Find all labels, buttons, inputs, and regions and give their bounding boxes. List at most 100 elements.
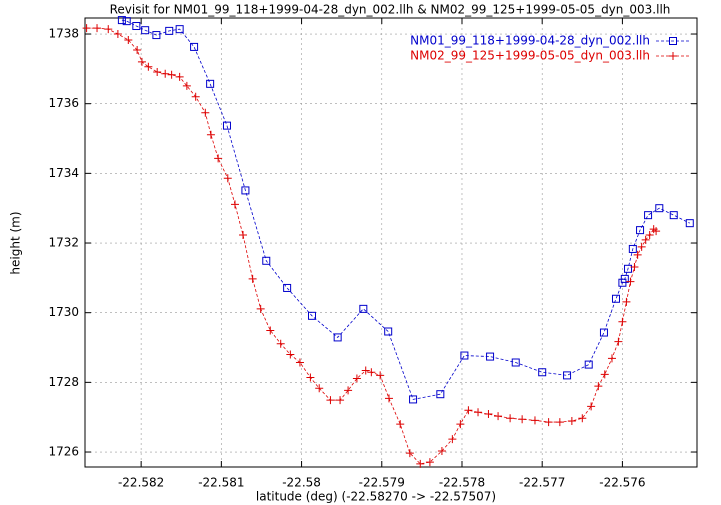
data-point [484,410,493,419]
data-point [256,304,265,313]
legend-label: NM01_99_118+1999-04-28_dyn_002.llh [410,34,650,48]
data-point [594,382,603,391]
data-point [538,368,547,377]
data-point [248,274,257,283]
data-point [409,395,418,404]
data-point [384,327,393,336]
data-point [622,297,631,306]
data-point [685,219,694,228]
data-point [222,121,231,130]
data-point [295,358,304,367]
y-tick-label: 1728 [48,375,79,389]
data-point [555,418,564,427]
data-point [333,333,342,342]
data-point [124,35,133,44]
data-point [544,418,553,427]
data-point [599,328,608,337]
data-point [359,304,368,313]
chart-title: Revisit for NM01_99_118+1999-04-28_dyn_0… [110,3,671,17]
x-tick-label: -22.576 [599,476,645,490]
y-axis-label: height (m) [9,211,23,274]
x-tick-label: -22.578 [439,476,485,490]
data-point [396,420,405,429]
y-tick-label: 1730 [48,305,79,319]
data-point [104,25,113,34]
data-point [206,79,215,88]
data-point [307,311,316,320]
data-point [315,384,324,393]
data-point [669,211,678,220]
data-point [611,294,620,303]
data-point [600,370,609,379]
data-point [241,186,250,195]
data-point [652,227,661,236]
data-point [117,16,126,25]
data-point [637,242,646,251]
data-point [230,200,239,209]
x-tick-label: -22.579 [359,476,405,490]
data-point [494,412,503,421]
data-point [618,317,627,326]
y-tick-label: 1726 [48,445,79,459]
data-point [456,420,465,429]
x-tick-label: -22.582 [118,476,164,490]
y-tick-label: 1734 [48,166,79,180]
data-point [336,396,345,405]
data-point [628,244,637,253]
data-point [283,283,292,292]
y-tick-label: 1736 [48,96,79,110]
data-point [474,408,483,417]
data-point [122,17,131,26]
data-point [607,354,616,363]
data-point [584,360,593,369]
data-point [361,366,370,375]
data-point [191,92,200,101]
data-point [530,416,539,425]
data-point [165,26,174,35]
data-point [133,46,142,55]
data-point [641,235,650,244]
data-point [266,326,275,335]
data-point [405,449,414,458]
data-point [93,24,102,33]
data-point [620,274,629,283]
data-point [464,406,473,415]
data-point [636,226,645,235]
data-point [506,414,515,423]
data-point [167,70,176,79]
y-tick-label: 1738 [48,27,79,41]
data-point [137,57,146,66]
data-point [175,72,184,81]
data-point [206,130,215,139]
data-point [436,390,445,399]
x-tick-label: -22.581 [198,476,244,490]
data-point [113,30,122,39]
data-point [153,67,162,76]
x-tick-label: -22.577 [519,476,565,490]
data-point [425,458,434,467]
data-point [190,42,199,51]
plot-frame [84,17,698,468]
data-point [239,231,248,240]
data-point [262,256,271,265]
data-point [144,62,153,71]
data-point [326,396,335,405]
data-point [644,211,653,220]
data-point [614,337,623,346]
data-point [624,264,633,273]
data-point [518,415,527,424]
data-point [645,231,654,240]
data-point [286,350,295,359]
data-point [587,402,596,411]
data-point [161,69,170,78]
data-point [214,154,223,163]
data-point [223,174,232,183]
data-point [152,31,161,40]
data-point [567,417,576,426]
data-point [344,386,353,395]
y-tick-label: 1732 [48,236,79,250]
legend-label: NM02_99_125+1999-05-05_dyn_003.llh [410,49,650,63]
data-point [630,263,639,272]
legend-marker [669,52,677,60]
data-point [306,373,315,382]
